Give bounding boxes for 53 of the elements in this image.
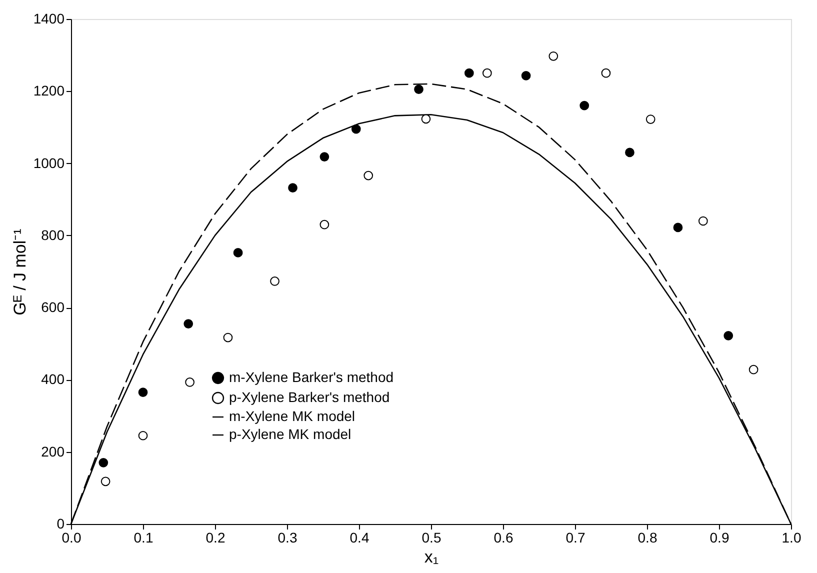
point bbox=[464, 68, 474, 78]
x-tick-label: 0.1 bbox=[134, 530, 154, 546]
point bbox=[184, 319, 194, 328]
x-tick-label: 0.6 bbox=[494, 530, 514, 546]
x-tick-label: 0.8 bbox=[638, 530, 658, 546]
point bbox=[320, 220, 330, 230]
legend-label: p-Xylene Barker's method bbox=[229, 389, 390, 405]
point bbox=[580, 100, 590, 110]
point bbox=[724, 331, 734, 340]
legend-label: m-Xylene Barker's method bbox=[229, 369, 394, 385]
x-tick-label: 0.2 bbox=[206, 530, 226, 546]
y-tick-label: 800 bbox=[41, 226, 65, 243]
point bbox=[673, 222, 683, 232]
point bbox=[185, 378, 194, 387]
point bbox=[421, 114, 431, 124]
legend-label: m-Xylene MK model bbox=[229, 408, 356, 424]
y-tick-label: 200 bbox=[41, 443, 65, 460]
y-axis-title: Gᴱ / J mol⁻¹ bbox=[10, 228, 30, 316]
point bbox=[288, 183, 298, 192]
point bbox=[364, 170, 374, 180]
point bbox=[646, 114, 656, 124]
point bbox=[351, 124, 361, 134]
point bbox=[320, 152, 330, 162]
y-tick-label: 1200 bbox=[33, 82, 65, 99]
point bbox=[138, 430, 148, 440]
point bbox=[601, 68, 611, 78]
point bbox=[548, 51, 558, 61]
y-tick-label: 1000 bbox=[33, 154, 65, 171]
y-tick-label: 0 bbox=[56, 516, 65, 532]
legend-label: p-Xylene MK model bbox=[229, 426, 352, 442]
x-tick-label: 0.5 bbox=[422, 530, 442, 546]
x-tick-label: 0.3 bbox=[278, 530, 298, 546]
point bbox=[482, 68, 492, 78]
point bbox=[100, 476, 110, 486]
point bbox=[748, 364, 758, 374]
y-tick-label: 600 bbox=[41, 299, 65, 316]
x-tick-label: 0.7 bbox=[566, 530, 586, 546]
x-tick-label: 1.0 bbox=[782, 530, 802, 546]
x-tick-label: 0.0 bbox=[62, 530, 82, 546]
y-tick-label: 400 bbox=[41, 371, 65, 388]
point bbox=[233, 248, 243, 258]
x-tick-label: 0.4 bbox=[350, 530, 370, 546]
point bbox=[625, 148, 634, 158]
point bbox=[414, 84, 424, 94]
point bbox=[270, 276, 280, 286]
point bbox=[223, 332, 233, 342]
y-tick-label: 1400 bbox=[33, 10, 65, 26]
point bbox=[138, 388, 148, 398]
point bbox=[521, 70, 531, 80]
x-axis-title: x₁ bbox=[424, 548, 439, 566]
point bbox=[98, 458, 108, 468]
point bbox=[698, 216, 708, 226]
x-tick-label: 0.9 bbox=[710, 530, 730, 546]
